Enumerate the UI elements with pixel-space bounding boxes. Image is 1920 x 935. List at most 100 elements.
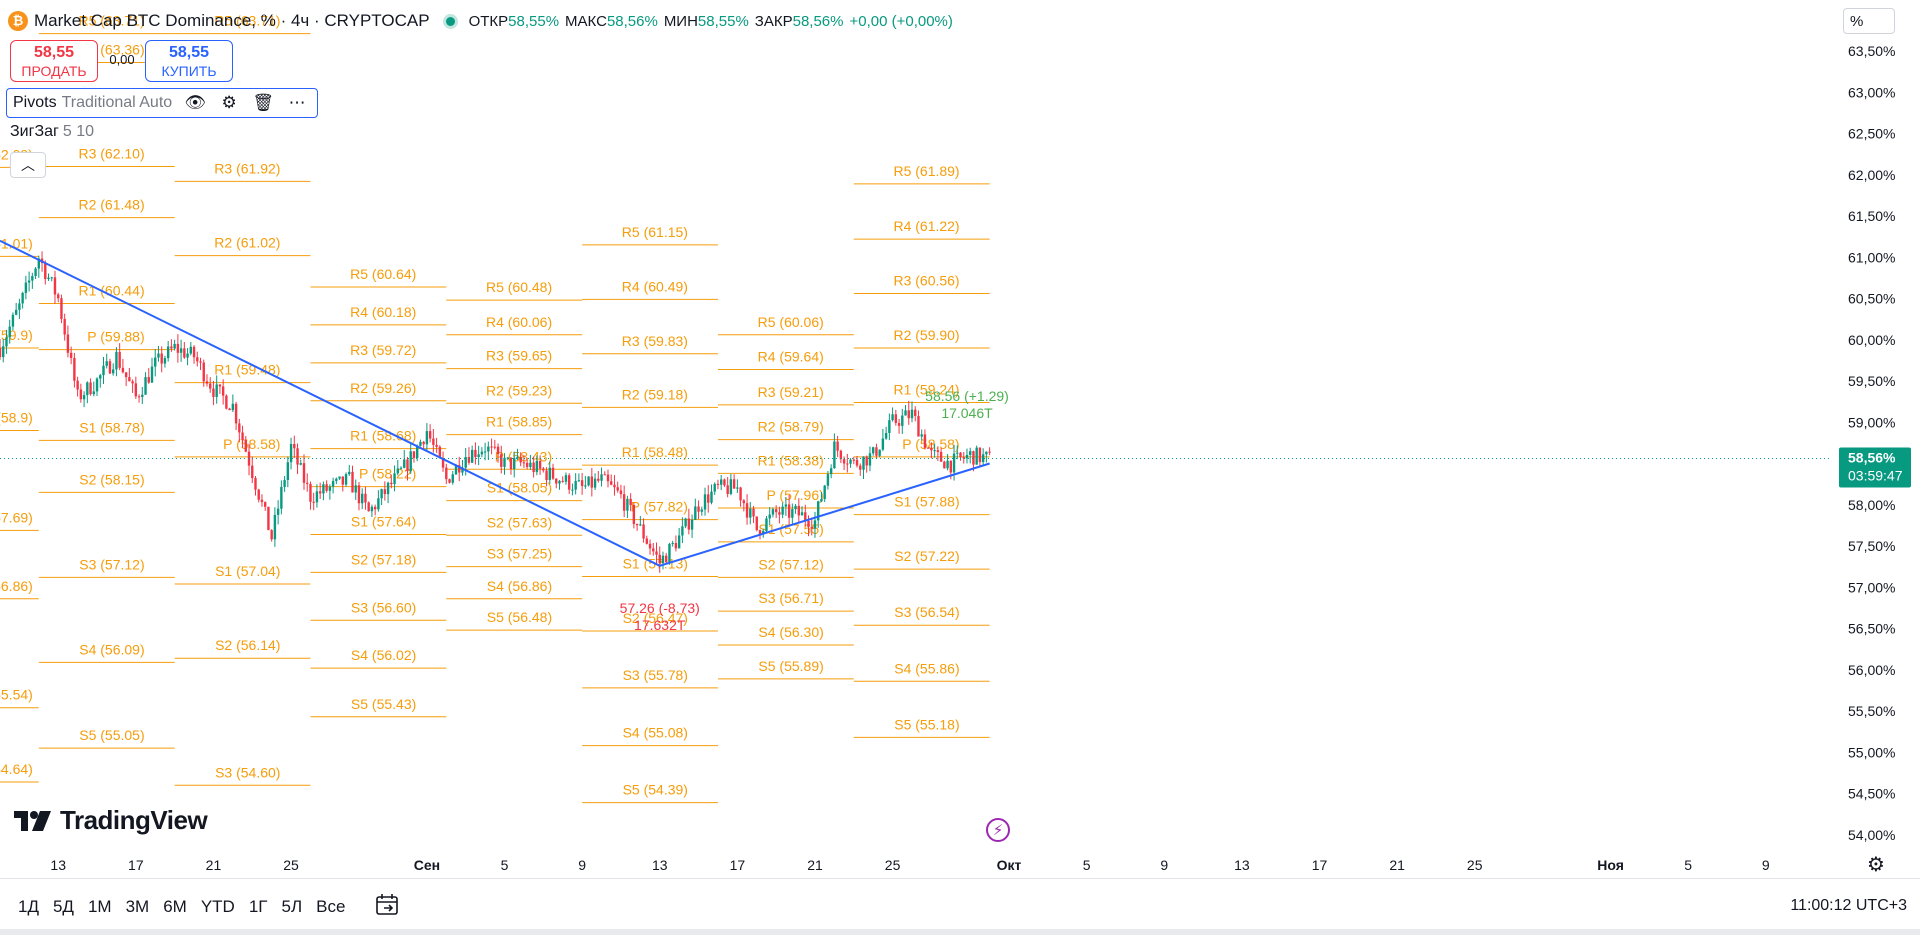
candle-body-135 <box>435 444 438 447</box>
pivot-label-0-S3: S3 (56.86) <box>0 578 33 594</box>
candle-body-223 <box>719 479 723 485</box>
time-tick-label-16: 21 <box>1389 857 1405 873</box>
tradingview-logo[interactable]: TradingView <box>14 805 208 836</box>
candle-body-191 <box>616 487 619 491</box>
candle-body-54 <box>173 343 176 349</box>
candle-body-73 <box>234 403 238 424</box>
time-tick-label-12: 5 <box>1083 857 1091 873</box>
calendar-goto-icon[interactable] <box>374 892 400 918</box>
candle-body-177 <box>571 489 574 491</box>
candle-body-40 <box>128 377 131 382</box>
axis-settings-icon[interactable]: ⚙ <box>1867 852 1885 876</box>
sell-button[interactable]: 58,55 ПРОДАТЬ <box>10 40 98 82</box>
candle-body-24 <box>76 380 79 390</box>
candle-body-45 <box>144 377 147 395</box>
candle-body-17 <box>53 277 57 295</box>
candle-body-36 <box>115 351 118 370</box>
price-tick-label-13: 60,50% <box>1848 291 1895 307</box>
more-icon[interactable]: ⋯ <box>288 93 306 113</box>
scale-mode-button[interactable]: % <box>1843 8 1895 34</box>
candle-body-16 <box>50 277 53 279</box>
time-tick-label-1: 17 <box>128 857 144 873</box>
open-value: 58,55% <box>508 12 560 30</box>
candle-body-97 <box>312 501 315 503</box>
candle-body-90 <box>289 444 293 463</box>
candle-body-124 <box>399 467 403 469</box>
price-tick-label-19: 63,50% <box>1848 43 1895 59</box>
zigzag-indicator-legend[interactable]: ЗигЗаг 5 10 <box>10 123 94 141</box>
pivot-label-2-R3: R3 (61.92) <box>214 160 280 176</box>
candle-body-266 <box>859 465 862 470</box>
candle-body-137 <box>441 458 445 468</box>
bitcoin-icon: ₿ <box>8 11 28 31</box>
candle-body-0 <box>0 348 2 358</box>
pivots-indicator-legend[interactable]: Pivots Traditional Auto 👁 ⚙ 🗑 ⋯ <box>6 88 318 118</box>
pivot-label-4-S1: S1 (58.05) <box>487 480 552 496</box>
range-3-button[interactable]: 3М <box>125 897 150 916</box>
candle-body-196 <box>632 505 636 524</box>
buy-button[interactable]: 58,55 КУПИТЬ <box>145 40 233 82</box>
candle-body-237 <box>765 518 768 531</box>
candle-body-141 <box>454 465 458 475</box>
range-4-button[interactable]: 6М <box>163 897 187 916</box>
candle-body-253 <box>817 501 820 521</box>
candle-body-157 <box>506 457 509 459</box>
eye-icon[interactable]: 👁 <box>184 93 206 113</box>
candle-body-269 <box>868 453 872 466</box>
last-price-marker: 58,56% 03:59:47 <box>0 447 1911 488</box>
clock-timezone[interactable]: 11:00:12 UTC+3 <box>1790 897 1907 914</box>
candle-body-69 <box>221 386 225 396</box>
candle-body-131 <box>422 441 425 445</box>
pivot-label-4-S5: S5 (56.48) <box>487 609 552 625</box>
pivot-label-6-S2: S2 (57.12) <box>758 556 823 572</box>
candle-body-190 <box>613 484 616 488</box>
candle-body-77 <box>247 451 251 466</box>
candle-body-218 <box>703 494 707 510</box>
price-chart[interactable]: P (59.9)R1 (61.01)R2 (62.09)S1 (58.9)S2 … <box>0 0 1920 878</box>
candle-body-290 <box>936 450 940 452</box>
range-7-button[interactable]: 5Л <box>281 897 303 916</box>
time-tick-label-14: 13 <box>1234 857 1250 873</box>
symbol-title[interactable]: Market Cap BTC Dominance, % · 4ч · CRYPT… <box>34 11 430 30</box>
candle-body-236 <box>762 530 765 535</box>
candle-body-184 <box>593 478 597 488</box>
pivot-label-2-S2: S2 (56.14) <box>215 637 280 653</box>
collapse-indicators-button[interactable]: ︿ <box>10 152 46 178</box>
pivot-label-5-R5: R5 (61.15) <box>622 224 688 240</box>
brand-name: TradingView <box>60 805 208 835</box>
pivot-label-7-R4: R4 (61.22) <box>893 218 959 234</box>
candle-body-140 <box>451 474 454 483</box>
candle-body-20 <box>63 318 66 335</box>
price-axis-bg <box>1830 0 1920 878</box>
range-2-button[interactable]: 1М <box>87 897 112 916</box>
last-price-value: 58,56% <box>1848 450 1896 466</box>
candle-body-153 <box>493 446 497 448</box>
chevron-up-icon: ︿ <box>21 158 35 174</box>
candle-body-118 <box>380 489 383 499</box>
range-6-button[interactable]: 1Г <box>248 897 268 916</box>
lightning-icon[interactable]: ⚡ <box>986 818 1010 842</box>
candle-body-14 <box>44 263 47 280</box>
range-5-button[interactable]: YTD <box>200 897 235 916</box>
market-status-icon <box>445 16 455 26</box>
pivot-label-1-R2: R2 (61.48) <box>78 197 144 213</box>
candle-body-43 <box>137 396 141 398</box>
trash-icon[interactable]: 🗑 <box>252 93 274 113</box>
candle-body-6 <box>18 303 21 310</box>
candle-body-84 <box>270 530 273 540</box>
candle-body-50 <box>160 353 163 364</box>
candle-body-102 <box>328 486 332 491</box>
candle-body-165 <box>532 462 535 473</box>
candle-body-46 <box>147 377 150 383</box>
range-1-button[interactable]: 5Д <box>52 897 74 916</box>
pivot-label-7-S2: S2 (57.22) <box>894 548 959 564</box>
range-8-button[interactable]: Все <box>316 897 346 916</box>
time-tick-label-13: 9 <box>1160 857 1168 873</box>
range-0-button[interactable]: 1Д <box>18 897 39 916</box>
pivot-label-0-S1: S1 (58.9) <box>0 410 33 426</box>
horizontal-scrollbar[interactable] <box>0 929 1920 935</box>
candle-body-299 <box>965 454 969 459</box>
settings-icon[interactable]: ⚙ <box>221 93 237 113</box>
candle-body-206 <box>665 555 668 563</box>
pivot-label-1-R1: R1 (60.44) <box>78 282 144 298</box>
